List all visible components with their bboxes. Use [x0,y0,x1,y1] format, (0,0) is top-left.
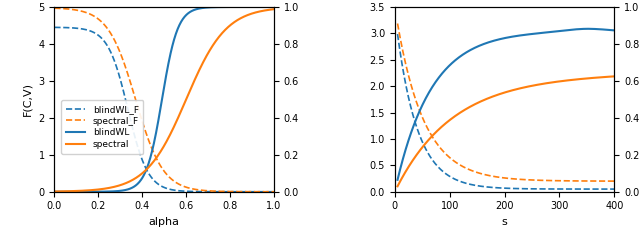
spectral_F [155,161,163,164]
Line: blindWL: blindWL [54,7,274,192]
blindWL [270,6,278,8]
spectral_F [181,185,189,188]
Line: blindWL_F: blindWL_F [54,27,274,192]
Legend: blindWL_F, spectral_F, blindWL, spectral: blindWL_F, spectral_F, blindWL, spectral [61,100,143,154]
spectral [156,151,164,154]
blindWL [170,41,177,44]
spectral [181,100,189,103]
spectral_F [156,164,164,167]
blindWL [230,6,238,8]
blindWL_F [155,183,163,186]
spectral [270,8,278,11]
Line: spectral: spectral [54,9,274,191]
blindWL_F [156,184,164,187]
spectral [155,153,163,156]
spectral_F [51,7,58,9]
blindWL [155,117,163,120]
blindWL_F [270,190,278,193]
Y-axis label: F(C,V): F(C,V) [23,82,33,116]
X-axis label: s: s [502,217,508,227]
blindWL_F [51,26,58,29]
spectral_F [270,190,278,193]
spectral_F [230,190,238,193]
spectral [230,21,238,24]
blindWL_F [265,190,273,193]
blindWL [51,190,58,193]
spectral [265,9,273,11]
X-axis label: alpha: alpha [148,217,180,227]
spectral [51,190,58,193]
spectral [170,127,177,130]
blindWL_F [181,190,189,193]
blindWL [181,15,189,18]
spectral_F [265,190,273,193]
spectral_F [170,179,177,182]
blindWL [156,109,164,112]
blindWL_F [170,188,177,191]
blindWL [265,6,273,8]
Line: spectral_F: spectral_F [54,8,274,192]
blindWL_F [230,190,238,193]
